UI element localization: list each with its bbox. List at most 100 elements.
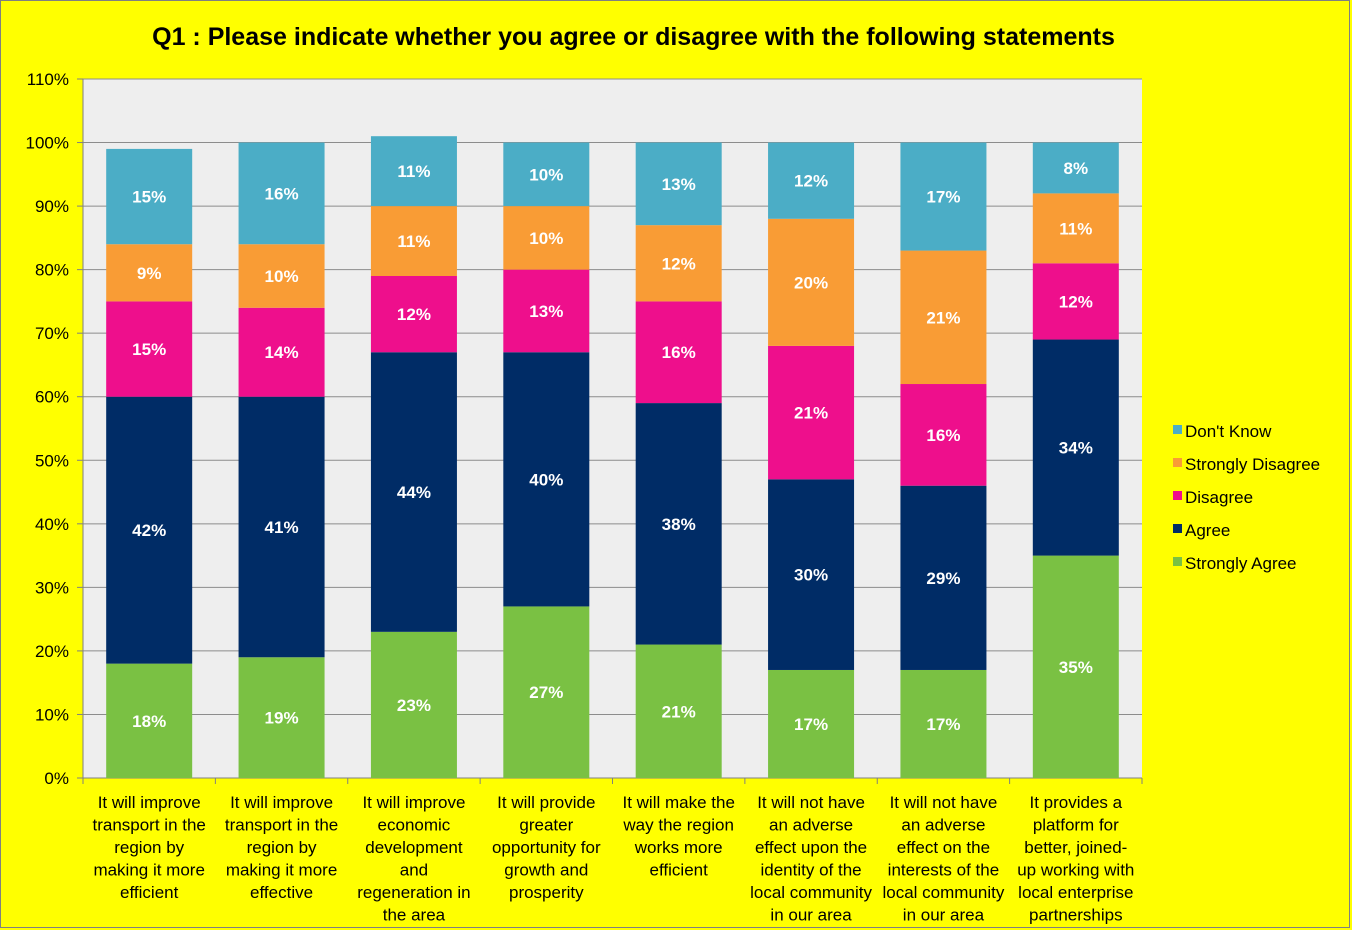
legend-label: Strongly Disagree — [1185, 455, 1320, 474]
data-label: 13% — [662, 175, 696, 194]
category-label-line: It will not have — [757, 793, 865, 812]
chart-title: Q1 : Please indicate whether you agree o… — [152, 23, 1115, 51]
bar-segment — [370, 136, 457, 207]
bar-segment — [503, 269, 590, 353]
data-label: 30% — [794, 566, 828, 585]
category-label-line: development — [365, 838, 463, 857]
bar-segment — [1032, 142, 1119, 194]
category-label-line: region by — [247, 838, 317, 857]
category-label-line: up working with — [1017, 861, 1134, 880]
bar-segment — [370, 275, 457, 353]
category-label-line: It will not have — [890, 793, 998, 812]
category-label-line: local enterprise — [1018, 883, 1133, 902]
bar-segment — [106, 301, 193, 397]
data-label: 11% — [397, 232, 430, 251]
category-label-line: prosperity — [509, 883, 584, 902]
bar-segment — [768, 345, 855, 480]
bar-segment — [238, 244, 325, 308]
y-tick-label: 50% — [35, 451, 69, 470]
bar-segment — [1032, 263, 1119, 340]
data-label: 40% — [529, 470, 563, 489]
category-label-line: an adverse — [901, 816, 985, 835]
data-label: 10% — [265, 267, 299, 286]
data-label: 15% — [132, 340, 166, 359]
bar-segment — [370, 206, 457, 276]
legend-label: Disagree — [1185, 488, 1253, 507]
category-label-line: making it more — [93, 861, 204, 880]
y-tick-label: 0% — [44, 769, 69, 788]
y-tick-label: 20% — [35, 642, 69, 661]
category-label-line: effect on the — [897, 838, 990, 857]
bar-segment — [635, 301, 722, 404]
data-label: 12% — [662, 254, 696, 273]
bar-segment — [635, 225, 722, 302]
legend-label: Agree — [1185, 521, 1230, 540]
category-label-line: It will improve — [98, 793, 201, 812]
category-label-line: It provides a — [1030, 793, 1123, 812]
legend-swatch — [1173, 458, 1182, 467]
bar-segment — [635, 644, 722, 778]
bar-segment — [106, 663, 193, 778]
category-label-line: platform for — [1033, 816, 1119, 835]
legend-label: Don't Know — [1185, 422, 1272, 441]
data-label: 16% — [662, 343, 696, 362]
category-label-line: transport in the — [225, 816, 338, 835]
category-label: It will not have an adverse effect upon th… — [750, 793, 872, 925]
bar-segment — [503, 606, 590, 778]
legend-swatch — [1173, 425, 1182, 434]
category-label-line: It will improve — [362, 793, 465, 812]
data-label: 34% — [1059, 439, 1093, 458]
bar-segment — [768, 218, 855, 346]
bar-segment — [370, 631, 457, 778]
bar-segment — [503, 206, 590, 270]
category-label-line: the area — [383, 906, 446, 925]
category-label-line: works more — [634, 838, 723, 857]
data-label: 42% — [132, 521, 166, 540]
y-tick-label: 10% — [35, 705, 69, 724]
category-label-line: making it more — [226, 861, 337, 880]
category-label-line: greater — [519, 816, 573, 835]
bar-segment — [900, 669, 987, 778]
bar-segment — [106, 244, 193, 302]
data-label: 10% — [529, 229, 563, 248]
category-label-line: interests of the — [888, 861, 1000, 880]
category-label-line: economic — [378, 816, 451, 835]
category-label-line: region by — [114, 838, 184, 857]
category-label-line: and — [400, 861, 428, 880]
bar-segment — [768, 669, 855, 778]
data-label: 23% — [397, 696, 431, 715]
y-tick-label: 30% — [35, 578, 69, 597]
bar-segment — [768, 479, 855, 670]
category-label: It will improve transport in the region by… — [225, 793, 338, 902]
category-label-line: in our area — [903, 906, 985, 925]
bar-segment — [768, 142, 855, 219]
category-label: It will improve transport in the region by… — [92, 793, 205, 902]
data-label: 11% — [1059, 219, 1092, 238]
y-tick-label: 80% — [35, 261, 69, 280]
data-label: 10% — [529, 165, 563, 184]
legend-label: Strongly Agree — [1185, 554, 1297, 573]
bar-segment — [503, 352, 590, 607]
bar-segment — [238, 657, 325, 778]
bar-segment — [900, 250, 987, 385]
data-label: 17% — [794, 715, 828, 734]
data-label: 12% — [397, 305, 431, 324]
bar-segment — [238, 396, 325, 658]
data-label: 17% — [926, 715, 960, 734]
bar-segment — [106, 396, 193, 664]
category-label-line: identity of the — [761, 861, 862, 880]
bar-segment — [370, 352, 457, 632]
category-label-line: effect upon the — [755, 838, 867, 857]
category-label-line: better, joined- — [1024, 838, 1127, 857]
data-label: 18% — [132, 712, 166, 731]
data-label: 21% — [926, 308, 960, 327]
category-label: It will provide greater opportunity for gro… — [492, 793, 601, 902]
category-label-line: local community — [750, 883, 872, 902]
bar-segment — [106, 148, 193, 245]
bar-segment — [238, 307, 325, 397]
category-label-line: efficient — [650, 861, 709, 880]
category-label: It provides a platform for better, joined-… — [1017, 793, 1134, 925]
y-tick-label: 60% — [35, 388, 69, 407]
